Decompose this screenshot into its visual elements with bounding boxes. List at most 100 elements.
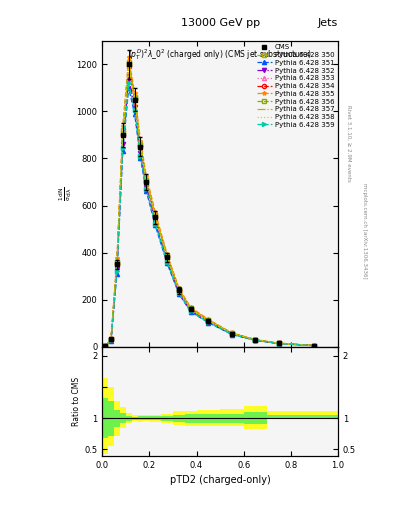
Pythia 6.428 352 bbox=[153, 219, 158, 225]
Line: Pythia 6.428 354: Pythia 6.428 354 bbox=[103, 65, 316, 348]
Pythia 6.428 359 bbox=[206, 319, 211, 326]
Pythia 6.428 356 bbox=[132, 95, 137, 101]
Pythia 6.428 355 bbox=[312, 343, 317, 349]
Pythia 6.428 358 bbox=[165, 253, 169, 259]
Pythia 6.428 357 bbox=[127, 62, 131, 68]
Pythia 6.428 359 bbox=[120, 145, 125, 151]
Pythia 6.428 355 bbox=[206, 316, 211, 323]
Pythia 6.428 353 bbox=[115, 260, 119, 266]
Text: mcplots.cern.ch [arXiv:1306.3436]: mcplots.cern.ch [arXiv:1306.3436] bbox=[362, 183, 367, 278]
Pythia 6.428 353 bbox=[312, 343, 317, 349]
Pythia 6.428 356 bbox=[153, 212, 158, 219]
Pythia 6.428 354 bbox=[176, 287, 181, 293]
Line: Pythia 6.428 351: Pythia 6.428 351 bbox=[103, 86, 316, 348]
Pythia 6.428 356 bbox=[120, 130, 125, 136]
Pythia 6.428 355 bbox=[144, 173, 149, 179]
Y-axis label: $\mathrm{\frac{1}{\sigma}\frac{dN}{d\lambda}}$: $\mathrm{\frac{1}{\sigma}\frac{dN}{d\lam… bbox=[57, 186, 73, 201]
Pythia 6.428 357 bbox=[120, 130, 125, 136]
Pythia 6.428 353 bbox=[138, 142, 143, 148]
Pythia 6.428 354 bbox=[138, 143, 143, 150]
Pythia 6.428 353 bbox=[108, 336, 114, 343]
Pythia 6.428 351 bbox=[206, 319, 211, 326]
Pythia 6.428 358 bbox=[253, 337, 258, 343]
Pythia 6.428 356 bbox=[127, 61, 131, 68]
Pythia 6.428 353 bbox=[103, 343, 108, 349]
Text: 13000 GeV pp: 13000 GeV pp bbox=[180, 18, 260, 28]
Pythia 6.428 350 bbox=[115, 259, 119, 265]
Pythia 6.428 356 bbox=[230, 330, 234, 336]
Pythia 6.428 353 bbox=[206, 317, 211, 324]
Pythia 6.428 353 bbox=[253, 337, 258, 343]
Pythia 6.428 350 bbox=[108, 336, 114, 342]
Pythia 6.428 355 bbox=[138, 138, 143, 144]
Pythia 6.428 355 bbox=[115, 255, 119, 262]
Pythia 6.428 359 bbox=[165, 259, 169, 265]
Line: Pythia 6.428 356: Pythia 6.428 356 bbox=[103, 62, 316, 348]
Pythia 6.428 351 bbox=[120, 148, 125, 155]
Pythia 6.428 352 bbox=[132, 104, 137, 110]
Pythia 6.428 357 bbox=[165, 253, 169, 260]
Pythia 6.428 350 bbox=[138, 141, 143, 147]
Pythia 6.428 351 bbox=[188, 309, 193, 315]
Pythia 6.428 355 bbox=[103, 343, 108, 349]
Pythia 6.428 352 bbox=[230, 331, 234, 337]
Pythia 6.428 354 bbox=[206, 317, 211, 324]
Line: Pythia 6.428 357: Pythia 6.428 357 bbox=[105, 65, 314, 346]
Text: Rivet 3.1.10, ≥ 2.9M events: Rivet 3.1.10, ≥ 2.9M events bbox=[346, 105, 351, 182]
Pythia 6.428 356 bbox=[108, 336, 114, 342]
Pythia 6.428 351 bbox=[127, 85, 131, 91]
Pythia 6.428 355 bbox=[127, 54, 131, 60]
Pythia 6.428 354 bbox=[115, 261, 119, 267]
Pythia 6.428 352 bbox=[206, 319, 211, 325]
Pythia 6.428 352 bbox=[138, 150, 143, 156]
Pythia 6.428 351 bbox=[108, 337, 114, 344]
Pythia 6.428 357 bbox=[103, 343, 108, 349]
Pythia 6.428 357 bbox=[253, 337, 258, 343]
Pythia 6.428 353 bbox=[165, 253, 169, 260]
Pythia 6.428 353 bbox=[188, 306, 193, 312]
X-axis label: pTD2 (charged-only): pTD2 (charged-only) bbox=[170, 475, 270, 485]
Pythia 6.428 357 bbox=[115, 260, 119, 266]
Pythia 6.428 358 bbox=[312, 343, 317, 349]
Pythia 6.428 354 bbox=[120, 132, 125, 138]
Pythia 6.428 351 bbox=[230, 331, 234, 337]
Pythia 6.428 350 bbox=[132, 94, 137, 100]
Pythia 6.428 356 bbox=[253, 337, 258, 343]
Pythia 6.428 358 bbox=[176, 287, 181, 293]
Pythia 6.428 357 bbox=[153, 213, 158, 219]
Pythia 6.428 354 bbox=[153, 214, 158, 220]
Pythia 6.428 350 bbox=[277, 340, 281, 346]
Pythia 6.428 354 bbox=[253, 337, 258, 343]
Pythia 6.428 355 bbox=[277, 340, 281, 346]
Pythia 6.428 350 bbox=[103, 343, 108, 349]
Pythia 6.428 358 bbox=[108, 336, 114, 343]
Pythia 6.428 355 bbox=[176, 285, 181, 291]
Pythia 6.428 359 bbox=[103, 343, 108, 349]
Pythia 6.428 359 bbox=[132, 107, 137, 113]
Pythia 6.428 355 bbox=[132, 90, 137, 96]
Pythia 6.428 358 bbox=[120, 130, 125, 136]
Pythia 6.428 350 bbox=[312, 343, 317, 349]
Pythia 6.428 354 bbox=[144, 179, 149, 185]
Pythia 6.428 354 bbox=[103, 343, 108, 349]
Pythia 6.428 354 bbox=[132, 96, 137, 102]
Pythia 6.428 358 bbox=[144, 177, 149, 183]
Pythia 6.428 351 bbox=[103, 343, 108, 349]
Pythia 6.428 357 bbox=[138, 142, 143, 148]
Line: Pythia 6.428 352: Pythia 6.428 352 bbox=[103, 76, 316, 348]
Pythia 6.428 355 bbox=[253, 336, 258, 343]
Pythia 6.428 354 bbox=[188, 306, 193, 312]
Pythia 6.428 353 bbox=[176, 287, 181, 293]
Line: Pythia 6.428 358: Pythia 6.428 358 bbox=[105, 65, 314, 346]
Pythia 6.428 355 bbox=[188, 304, 193, 310]
Pythia 6.428 352 bbox=[103, 343, 108, 349]
Pythia 6.428 352 bbox=[277, 340, 281, 347]
Pythia 6.428 350 bbox=[127, 59, 131, 65]
Legend: CMS, Pythia 6.428 350, Pythia 6.428 351, Pythia 6.428 352, Pythia 6.428 353, Pyt: CMS, Pythia 6.428 350, Pythia 6.428 351,… bbox=[255, 43, 336, 129]
Pythia 6.428 356 bbox=[312, 343, 317, 349]
Pythia 6.428 353 bbox=[144, 178, 149, 184]
Pythia 6.428 359 bbox=[115, 268, 119, 274]
Pythia 6.428 353 bbox=[132, 95, 137, 101]
Pythia 6.428 352 bbox=[253, 337, 258, 343]
Pythia 6.428 351 bbox=[138, 156, 143, 162]
